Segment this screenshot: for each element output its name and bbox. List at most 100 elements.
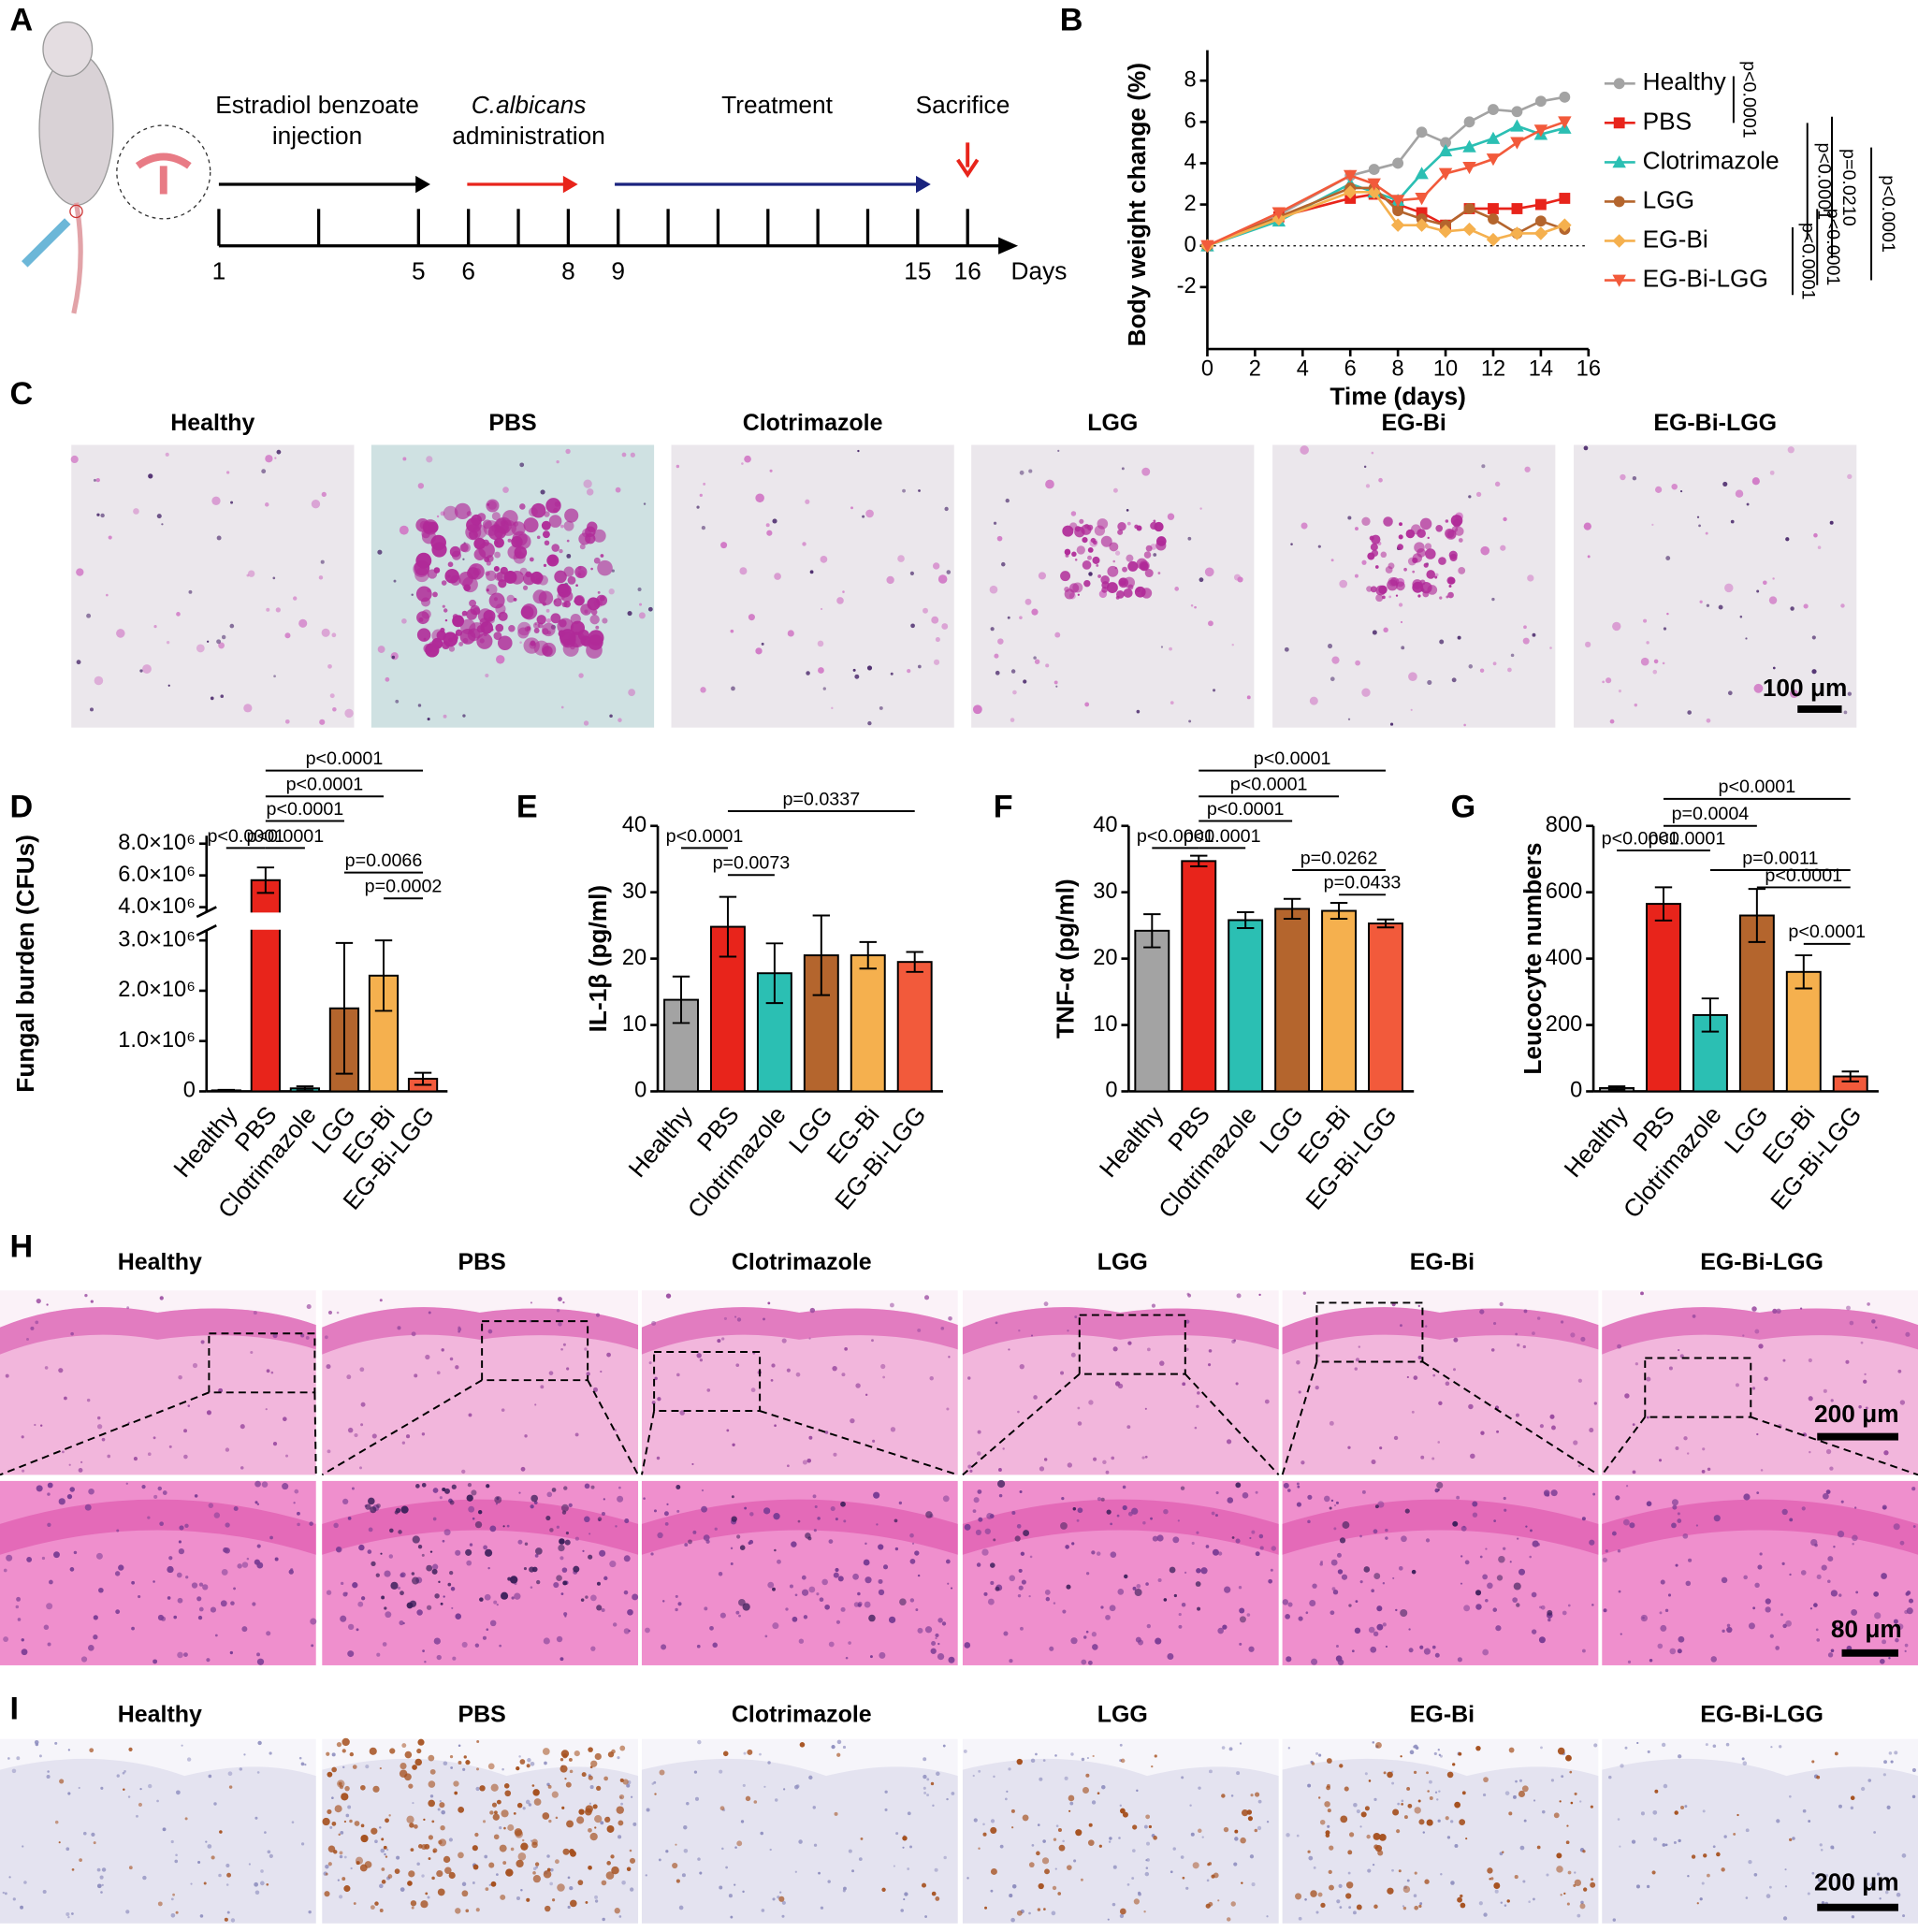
stain bbox=[1668, 1366, 1673, 1371]
stain bbox=[937, 1618, 943, 1623]
stain bbox=[475, 1786, 480, 1792]
image-title: Clotrimazole bbox=[732, 1701, 872, 1727]
stain bbox=[1426, 1771, 1429, 1775]
stain bbox=[1062, 1839, 1065, 1843]
stain bbox=[385, 676, 390, 682]
stain bbox=[1361, 688, 1371, 697]
stain bbox=[923, 1757, 927, 1762]
stain bbox=[520, 605, 534, 619]
stain bbox=[436, 1654, 442, 1661]
stain bbox=[1167, 1653, 1174, 1660]
stain bbox=[1374, 1845, 1383, 1852]
stain bbox=[1808, 1396, 1813, 1402]
stain bbox=[924, 1626, 933, 1634]
stain bbox=[1217, 1627, 1224, 1634]
stain bbox=[553, 1581, 559, 1589]
stain bbox=[1447, 591, 1454, 599]
stain bbox=[976, 1562, 981, 1567]
stain bbox=[1254, 1792, 1260, 1797]
stain bbox=[142, 1875, 147, 1881]
stain bbox=[168, 1556, 173, 1561]
stain bbox=[933, 659, 940, 665]
stain bbox=[893, 1865, 895, 1867]
stain bbox=[494, 1496, 502, 1503]
stain bbox=[1573, 1883, 1577, 1887]
stain bbox=[336, 1741, 342, 1748]
stain bbox=[583, 479, 592, 488]
stain bbox=[1234, 1837, 1239, 1841]
bar bbox=[1274, 908, 1311, 1093]
stain bbox=[1240, 1837, 1246, 1844]
stain bbox=[220, 1600, 227, 1607]
stain bbox=[432, 1517, 437, 1521]
stain bbox=[1865, 1406, 1868, 1410]
stain bbox=[1550, 1489, 1558, 1497]
marker bbox=[1488, 213, 1499, 225]
stain bbox=[383, 1845, 387, 1850]
stain bbox=[223, 1547, 228, 1553]
stain bbox=[654, 1793, 657, 1795]
stain bbox=[269, 1853, 273, 1858]
stain bbox=[999, 1844, 1004, 1849]
marker bbox=[1415, 167, 1429, 180]
stain bbox=[1541, 1809, 1546, 1814]
stain bbox=[1696, 1902, 1699, 1905]
stain bbox=[1437, 1441, 1441, 1444]
image-title: Healthy bbox=[118, 1701, 202, 1727]
stain bbox=[590, 608, 598, 616]
stain bbox=[1055, 1824, 1059, 1827]
stain bbox=[1246, 695, 1251, 700]
stain bbox=[907, 1867, 910, 1870]
stain bbox=[1398, 603, 1403, 607]
stain bbox=[1312, 1583, 1317, 1589]
stain bbox=[1580, 1900, 1584, 1905]
stain bbox=[556, 1525, 560, 1529]
stain bbox=[485, 673, 489, 678]
stain bbox=[400, 1591, 404, 1596]
stain bbox=[252, 1602, 256, 1606]
stain bbox=[1742, 1761, 1748, 1766]
stain bbox=[1861, 1786, 1866, 1792]
stain bbox=[375, 1573, 380, 1577]
stain bbox=[1691, 1854, 1696, 1859]
stain bbox=[1417, 1355, 1422, 1359]
stain bbox=[1515, 1332, 1518, 1336]
stain bbox=[167, 1596, 171, 1600]
stain bbox=[697, 1739, 702, 1745]
stain bbox=[461, 1881, 467, 1887]
stain bbox=[869, 1655, 873, 1659]
stain bbox=[226, 471, 230, 474]
stain bbox=[865, 1542, 867, 1546]
stain bbox=[90, 1300, 94, 1303]
stain bbox=[547, 1784, 552, 1789]
stain bbox=[904, 1892, 908, 1896]
stain bbox=[559, 1556, 564, 1561]
stain bbox=[946, 1407, 950, 1411]
stain bbox=[769, 1848, 772, 1852]
stain bbox=[36, 1298, 41, 1304]
stain bbox=[221, 1568, 228, 1576]
image-title: LGG bbox=[1087, 410, 1138, 436]
stain bbox=[428, 1780, 436, 1788]
stain bbox=[1074, 558, 1078, 561]
stain bbox=[664, 1522, 669, 1526]
stain bbox=[1538, 1636, 1546, 1644]
stain bbox=[474, 1832, 479, 1838]
stain bbox=[907, 668, 911, 674]
stain bbox=[1233, 1339, 1237, 1343]
stain bbox=[273, 675, 276, 678]
stain bbox=[1190, 603, 1194, 607]
stain bbox=[1905, 1591, 1910, 1596]
stain bbox=[1359, 1534, 1362, 1538]
marker bbox=[1510, 226, 1524, 240]
stain bbox=[1106, 582, 1118, 594]
stain bbox=[990, 1562, 995, 1568]
stain bbox=[1077, 1406, 1081, 1410]
stain bbox=[1612, 621, 1621, 632]
y-tick-label: 10 bbox=[1093, 1012, 1117, 1037]
stain bbox=[1671, 483, 1678, 490]
stain bbox=[79, 1858, 82, 1862]
stain bbox=[1085, 1572, 1090, 1576]
stain bbox=[476, 1767, 479, 1771]
stain bbox=[1156, 1534, 1164, 1542]
